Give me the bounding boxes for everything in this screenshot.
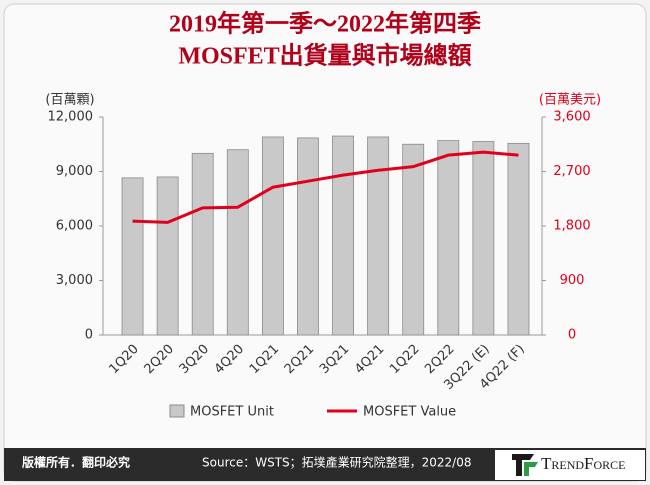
y2-tick-label: 0 <box>568 328 576 343</box>
logo-mark <box>524 462 538 476</box>
panel <box>3 3 647 482</box>
bar <box>367 136 390 336</box>
y2-tick-label: 900 <box>560 273 585 288</box>
legend-label: MOSFET Unit <box>190 405 274 420</box>
y2-tick-label: 2,700 <box>553 164 590 179</box>
bar <box>156 176 179 336</box>
legend-label: MOSFET Value <box>363 405 456 420</box>
y-tick-label: 3,000 <box>56 273 93 288</box>
line <box>132 150 519 224</box>
chart-title: 2019年第一季～2022年第四季 <box>169 10 481 38</box>
logo-mark <box>512 454 534 476</box>
bar <box>121 177 144 336</box>
y-axis-label: (百萬顆) <box>45 93 94 108</box>
y2-axis-label: (百萬美元) <box>539 93 601 108</box>
bar <box>437 140 460 336</box>
bar <box>507 142 530 336</box>
bar <box>191 152 214 336</box>
chart-subtitle: MOSFET出貨量與市場總額 <box>178 42 471 70</box>
copyright: 版權所有．翻印必究 <box>22 455 130 470</box>
bar <box>332 135 354 336</box>
y-tick-label: 9,000 <box>56 164 93 179</box>
bar <box>402 143 425 336</box>
y-tick-label: 0 <box>85 328 93 343</box>
bar <box>297 137 319 336</box>
y2-tick-label: 3,600 <box>553 110 590 125</box>
y2-tick-label: 1,800 <box>553 219 590 234</box>
source: Source：WSTS；拓墣產業研究院整理，2022/08 <box>202 455 472 470</box>
bar <box>472 141 495 336</box>
legend-swatch <box>169 404 185 418</box>
logo: TrendForce <box>541 454 626 473</box>
y-tick-label: 6,000 <box>56 219 93 234</box>
y-tick-label: 12,000 <box>48 110 94 125</box>
bar <box>226 149 249 336</box>
bar <box>261 136 284 336</box>
